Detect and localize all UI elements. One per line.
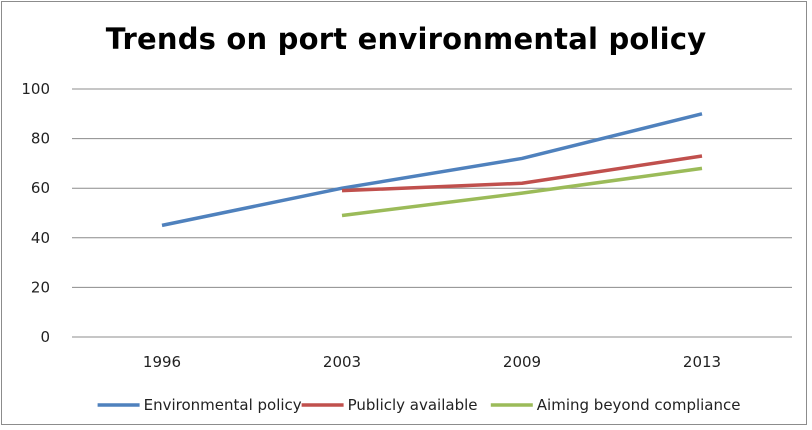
- series-lines: [161, 112, 703, 228]
- series-line-3: [341, 166, 703, 218]
- legend: Environmental policy Publicly available Ai…: [97, 396, 741, 414]
- chart-area: [1, 1, 807, 425]
- y-tick-label: 80: [31, 130, 50, 148]
- series-line-2: [341, 154, 703, 193]
- y-tick-label: 60: [31, 179, 50, 197]
- series-line-1: [161, 112, 703, 228]
- chart-title: Trends on port environmental policy: [105, 22, 707, 56]
- x-tick-label: 2009: [503, 353, 541, 371]
- x-tick-label: 2003: [323, 353, 361, 371]
- y-tick-label: 20: [31, 278, 50, 296]
- y-tick-label: 40: [31, 229, 50, 247]
- x-tick-label: 1996: [143, 353, 181, 371]
- legend-label: Publicly available: [348, 396, 478, 414]
- legend-label: Aiming beyond compliance: [537, 396, 741, 414]
- y-tick-label: 0: [40, 328, 50, 346]
- x-tick-label: 2013: [683, 353, 721, 371]
- legend-label: Environmental policy: [144, 396, 302, 414]
- y-tick-label: 100: [21, 80, 50, 98]
- axes: 0 20 40 60 80 100 1996 2003 2009 2013: [21, 80, 792, 371]
